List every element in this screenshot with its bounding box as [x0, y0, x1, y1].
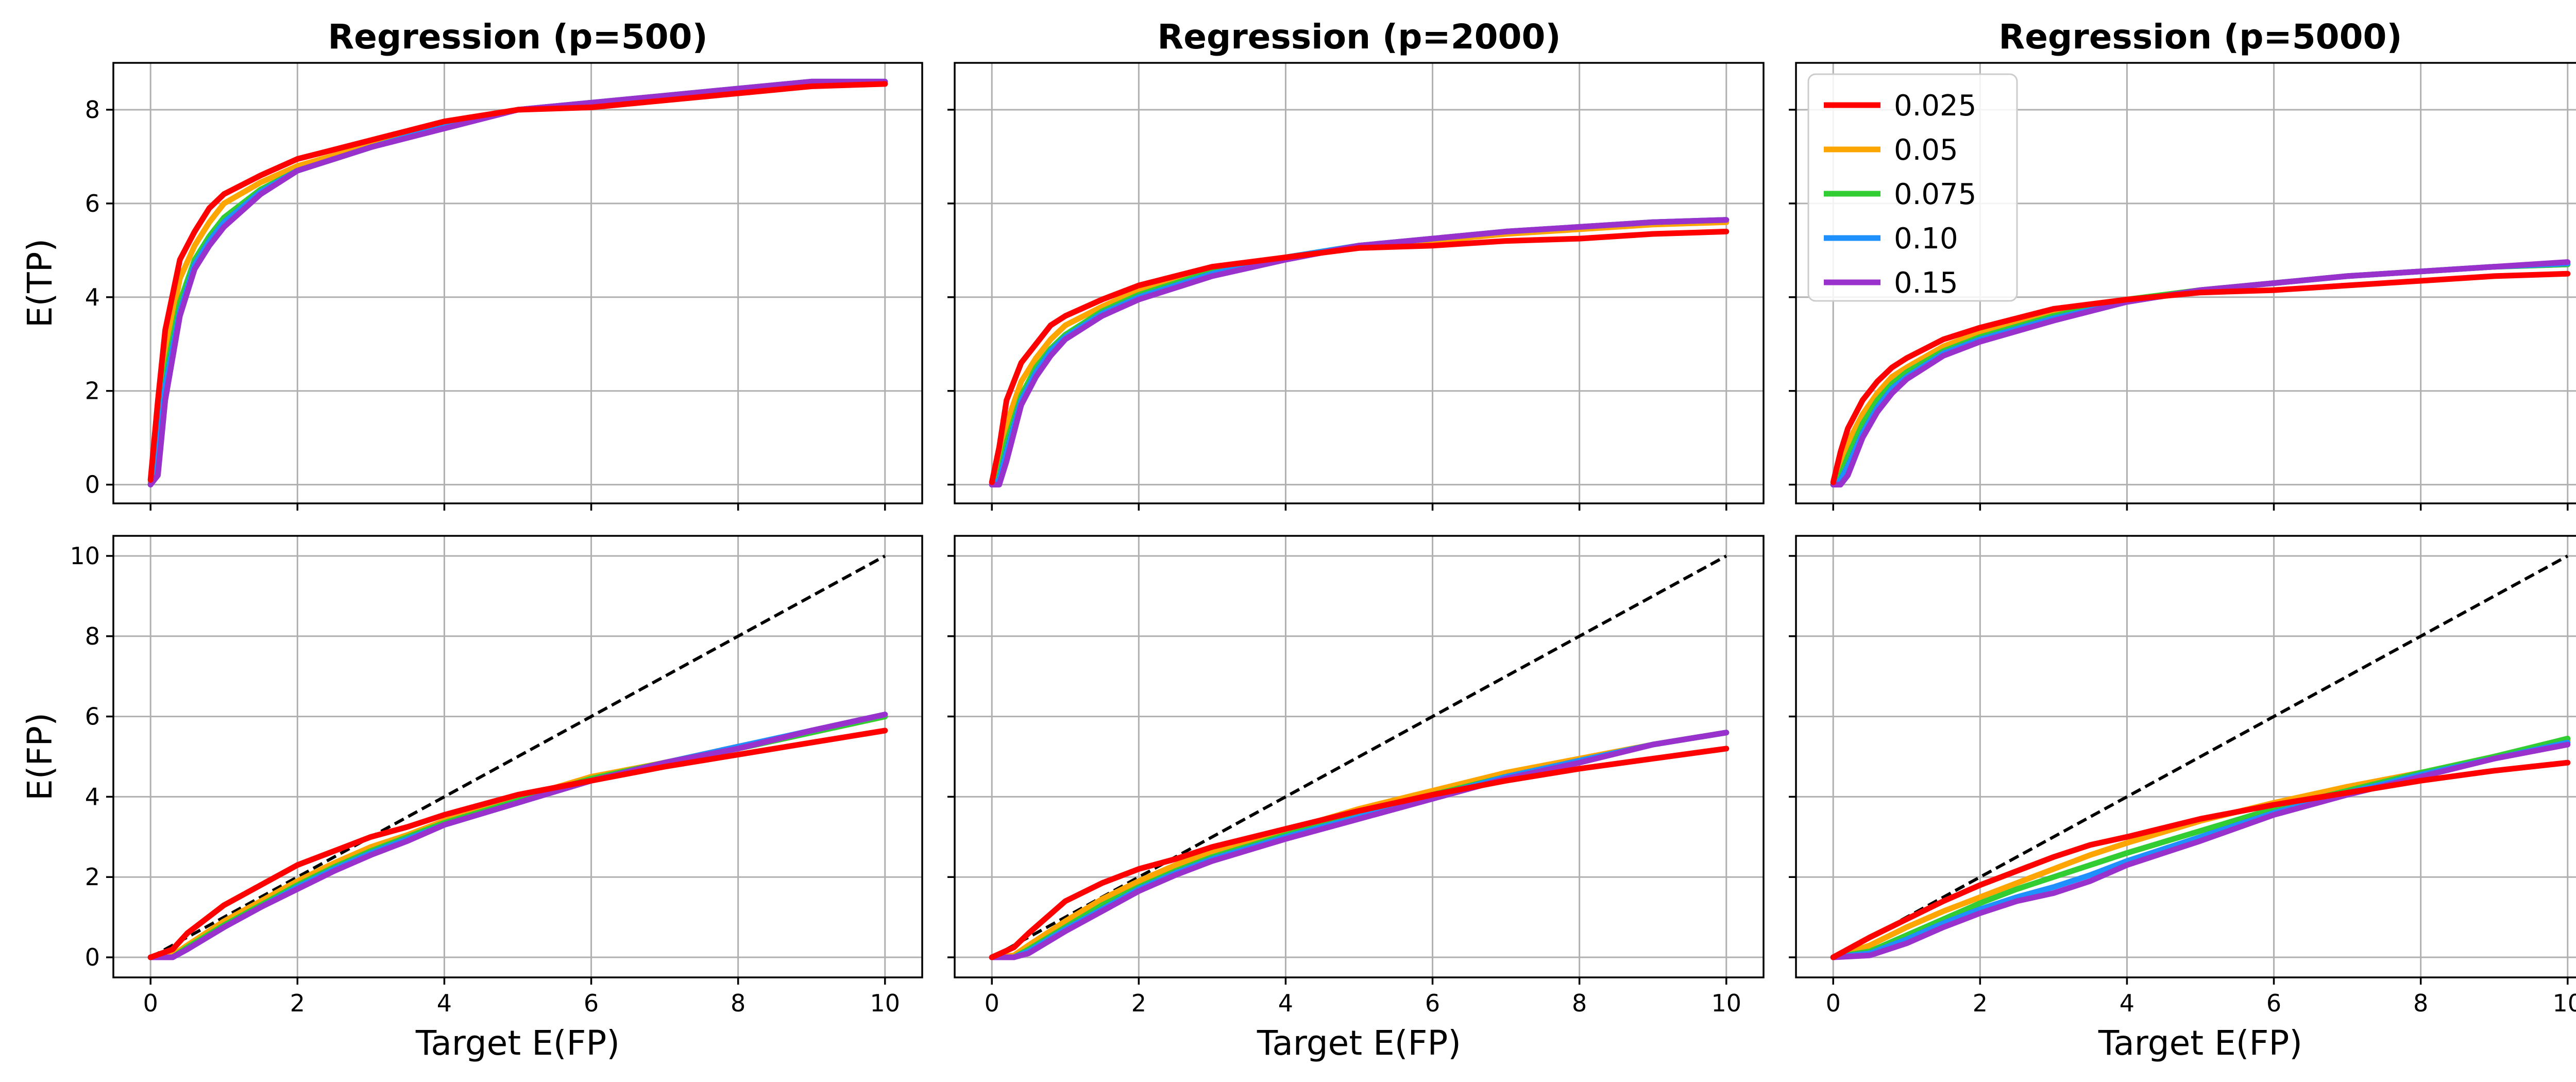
series-line-0.15	[1830, 259, 2571, 488]
x-tick-label: 10	[1711, 989, 1742, 1017]
x-tick-label: 8	[2413, 989, 2428, 1017]
reference-line	[1832, 554, 2569, 959]
legend-box	[1807, 73, 2018, 302]
x-tick-label: 4	[2120, 989, 2134, 1017]
series-line-0.05	[989, 219, 1730, 488]
x-tick-label: 0	[1826, 989, 1841, 1017]
series-line-0.15	[989, 730, 1730, 960]
legend-label: 0.10	[1894, 222, 1958, 256]
y-tick-label: 0	[85, 943, 100, 971]
x-tick-label: 0	[985, 989, 999, 1017]
axes-frame	[1795, 535, 2576, 978]
x-tick-label: 2	[290, 989, 305, 1017]
series-line-0.05	[147, 714, 888, 960]
series-line-0.15	[989, 217, 1730, 488]
panel-1-0: 0 2 4 6 8 10 0 2 4 6 8 10 Target E(FP) E(FP)	[20, 535, 923, 1063]
y-axis-label: E(TP)	[20, 239, 60, 328]
axes-frame	[954, 535, 1765, 978]
legend-label: 0.025	[1894, 89, 1976, 123]
y-tick-label: 0	[85, 471, 100, 499]
y-tick-label: 2	[85, 863, 100, 891]
series-line-0.025	[1830, 759, 2571, 960]
x-tick-label: 4	[437, 989, 452, 1017]
x-tick-label: 10	[2553, 989, 2576, 1017]
x-axis-label: Target E(FP)	[415, 1023, 620, 1063]
axes-frame	[112, 535, 923, 978]
series-line-0.025	[989, 746, 1730, 960]
axes-frame	[1795, 62, 2576, 504]
panel-1-2: 0 2 4 6 8 10 Target E(FP)	[1789, 535, 2576, 1063]
series-line-0.025	[147, 81, 888, 483]
x-axis-label: Target E(FP)	[2098, 1023, 2302, 1063]
series-line-0.075	[147, 78, 888, 488]
series-line-0.025	[147, 728, 888, 960]
series-line-0.15	[147, 712, 888, 960]
y-tick-label: 6	[85, 190, 100, 217]
series-line-0.025	[1830, 270, 2571, 485]
legend-label: 0.075	[1894, 178, 1976, 211]
x-tick-label: 6	[1425, 989, 1440, 1017]
y-tick-label: 8	[85, 96, 100, 124]
panel-1-1: 0 2 4 6 8 10 Target E(FP)	[947, 535, 1765, 1063]
x-tick-label: 6	[584, 989, 599, 1017]
legend-label: 0.05	[1894, 133, 1958, 167]
series-line-0.15	[147, 78, 888, 488]
series-line-0.075	[147, 714, 888, 960]
panel-0-0: 0 2 4 6 8 Regression (p=500) E(TP)	[20, 17, 923, 511]
series-line-0.10	[147, 78, 888, 488]
x-tick-label: 10	[870, 989, 901, 1017]
reference-line	[149, 554, 886, 959]
y-tick-label: 6	[85, 703, 100, 731]
y-tick-label: 8	[85, 622, 100, 650]
panel-title: Regression (p=2000)	[1157, 17, 1561, 57]
series-line-0.10	[989, 217, 1730, 488]
x-tick-label: 8	[1572, 989, 1587, 1017]
x-tick-label: 8	[731, 989, 745, 1017]
x-tick-label: 2	[1131, 989, 1146, 1017]
legend: 0.025 0.05 0.075 0.10 0.15	[1807, 73, 2018, 302]
panel-title: Regression (p=500)	[328, 17, 707, 57]
x-tick-label: 6	[2266, 989, 2281, 1017]
y-tick-label: 4	[85, 283, 100, 311]
panel-0-2: Regression (p=5000) 0.025 0.05 0.075 0.10 0.1…	[1789, 17, 2576, 511]
axes-frame	[954, 62, 1765, 504]
x-tick-label: 4	[1278, 989, 1293, 1017]
series-line-0.075	[989, 217, 1730, 488]
series-line-0.025	[989, 228, 1730, 485]
y-tick-label: 10	[70, 542, 100, 570]
legend-label: 0.15	[1894, 266, 1958, 300]
x-tick-label: 2	[1973, 989, 1988, 1017]
panel-0-1: Regression (p=2000)	[947, 17, 1765, 511]
x-axis-label: Target E(FP)	[1257, 1023, 1461, 1063]
panel-title: Regression (p=5000)	[1998, 17, 2402, 57]
x-tick-label: 0	[143, 989, 158, 1017]
y-tick-label: 2	[85, 377, 100, 405]
y-axis-label: E(FP)	[20, 713, 60, 801]
axes-frame	[112, 62, 923, 504]
y-tick-label: 4	[85, 783, 100, 810]
series-line-0.05	[147, 81, 888, 485]
